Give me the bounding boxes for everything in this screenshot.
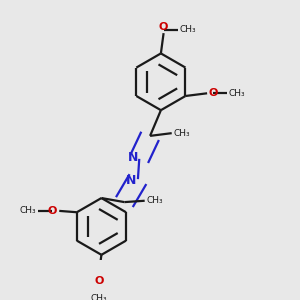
Text: O: O	[208, 88, 218, 98]
Text: CH₃: CH₃	[180, 26, 196, 34]
Text: N: N	[128, 151, 138, 164]
Text: CH₃: CH₃	[146, 196, 163, 205]
Text: CH₃: CH₃	[229, 89, 245, 98]
Text: O: O	[47, 206, 57, 216]
Text: O: O	[94, 276, 104, 286]
Text: N: N	[126, 174, 136, 187]
Text: CH₃: CH₃	[90, 294, 107, 300]
Text: CH₃: CH₃	[20, 206, 36, 215]
Text: O: O	[159, 22, 168, 32]
Text: CH₃: CH₃	[173, 129, 190, 138]
